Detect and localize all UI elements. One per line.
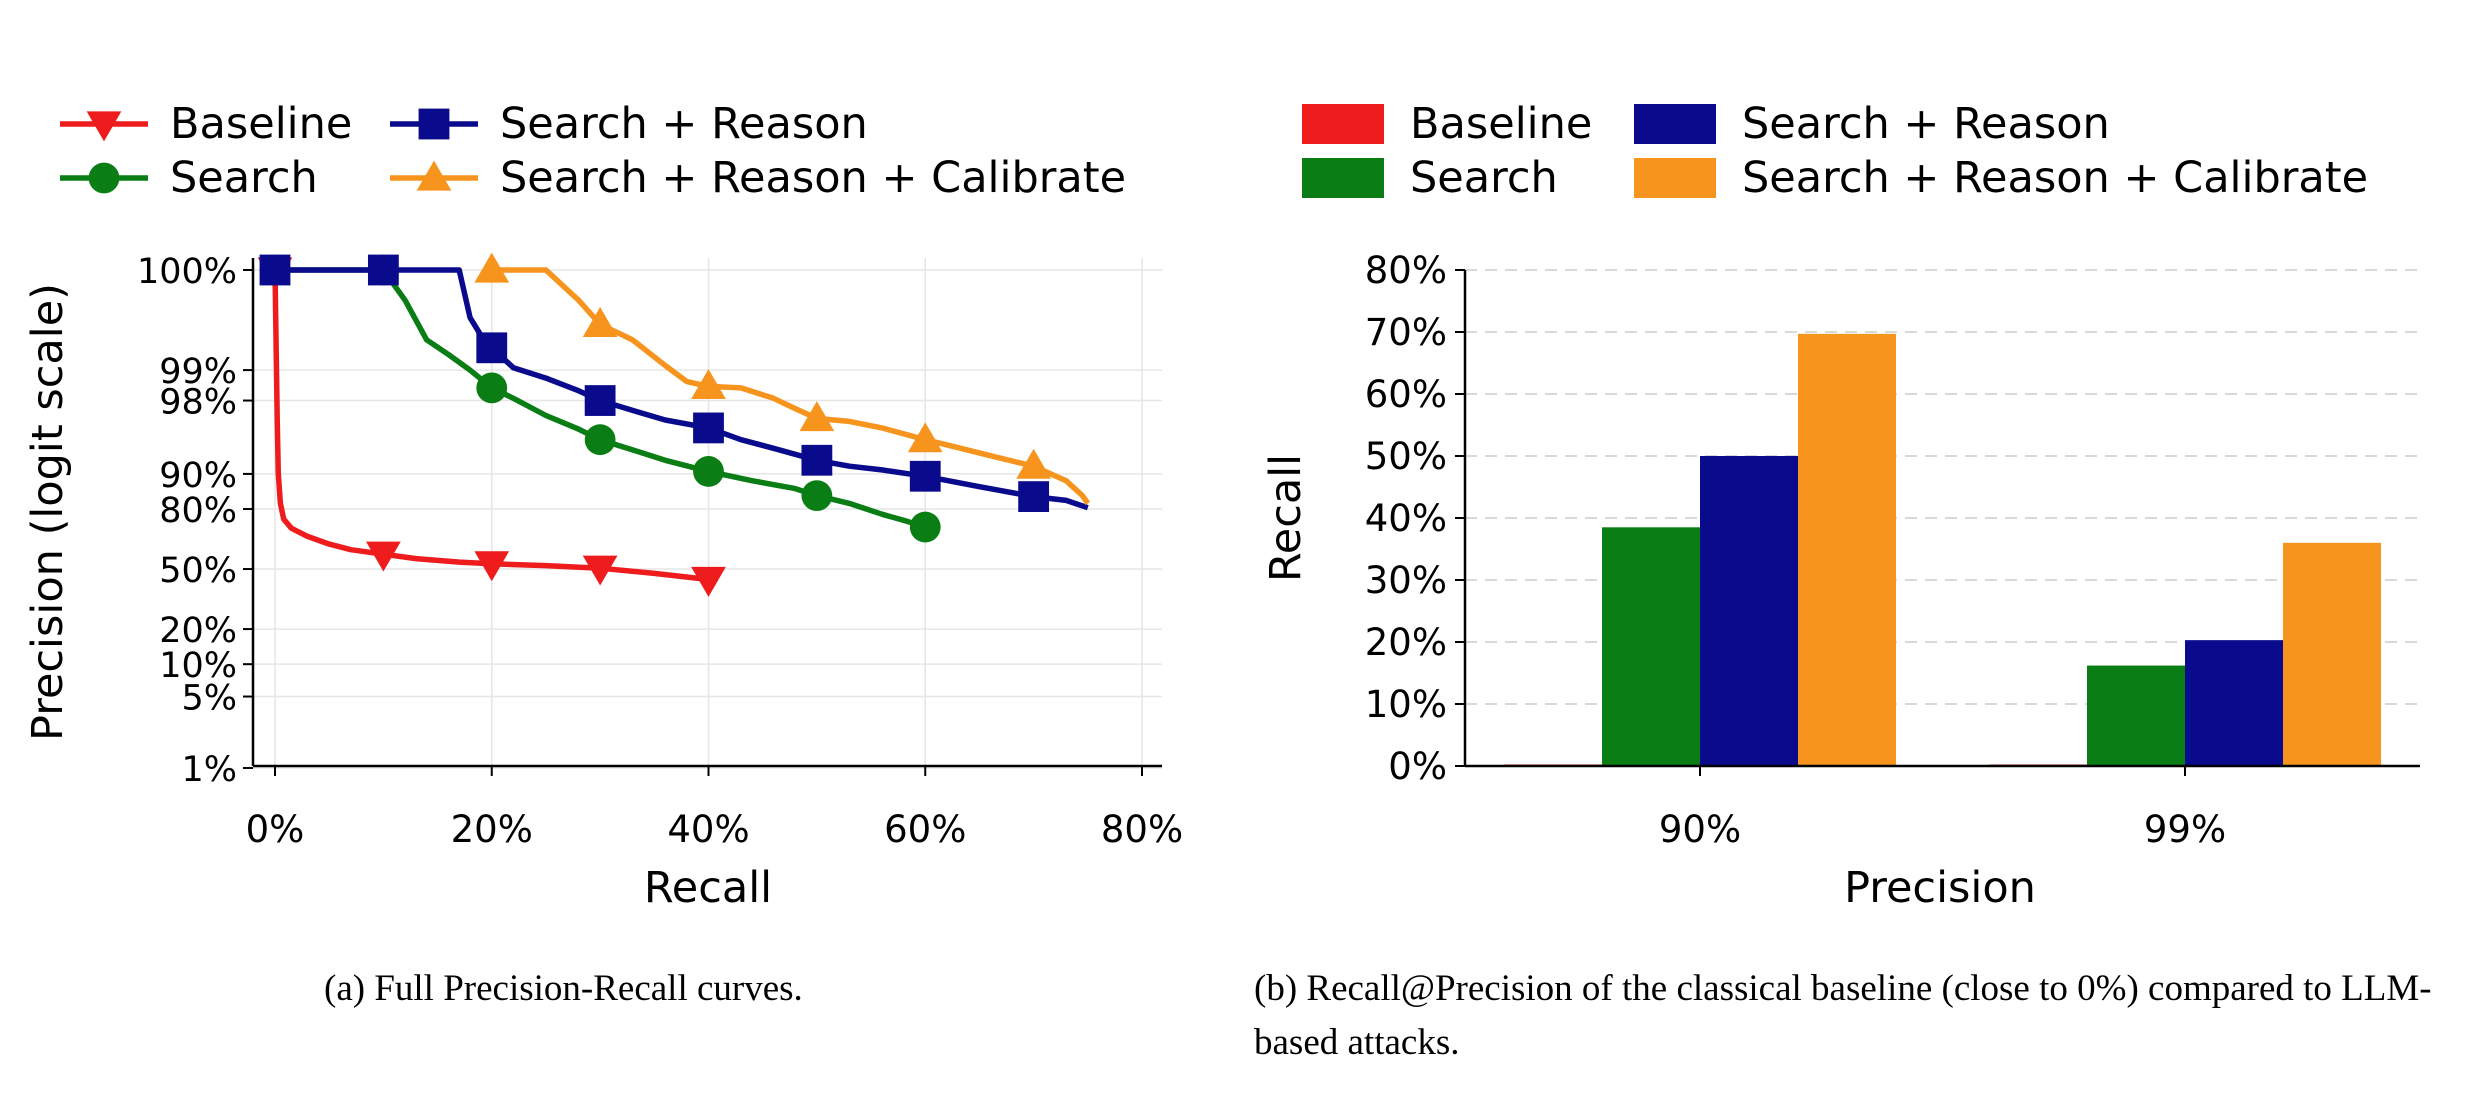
y-tick-label: 30% [1365,559,1447,602]
legend-label-search-reason-calibrate: Search + Reason + Calibrate [1742,153,2368,203]
y-tick-label: 20% [159,611,237,651]
marker-baseline [582,555,618,586]
marker-search-reason-calibrate [907,422,943,453]
x-axis-label: Recall [644,863,772,913]
legend-marker-search [88,162,120,194]
x-axis-label: Precision [1844,863,2036,913]
legend-swatch-search-reason-calibrate [1634,158,1716,198]
y-tick-label: 40% [1365,497,1447,540]
y-tick-label: 5% [181,679,237,719]
series-line-search-reason [275,267,1089,511]
caption-b: (b) Recall@Precision of the classical ba… [1254,968,2432,1063]
bar-search-reason-90 [1700,456,1798,766]
legend-label-baseline: Baseline [1410,99,1592,149]
y-tick-label: 60% [1365,373,1447,416]
y-tick-label: 70% [1365,311,1447,354]
y-tick-label: 10% [159,646,237,686]
marker-baseline [691,566,726,597]
marker-search-reason [801,444,833,476]
y-tick-label: 1% [181,750,237,790]
bar-search-99 [2087,665,2185,766]
legend-swatch-search-reason [1634,104,1716,144]
marker-search-reason [476,332,508,364]
x-tick-label: 99% [2144,808,2226,851]
legend-label-search-reason: Search + Reason [500,99,868,149]
legend-marker-search-reason-calibrate [416,160,452,191]
series-line-baseline [272,269,709,583]
legend-label-search-reason: Search + Reason [1742,99,2110,149]
y-axis-label: Precision (logit scale) [23,283,73,741]
legend-label-search-reason-calibrate: Search + Reason + Calibrate [500,153,1126,203]
caption-a: (a) Full Precision-Recall curves. [324,968,803,1009]
y-tick-label: 90% [159,456,237,496]
x-tick-label: 20% [451,808,533,851]
chart-panel-a: 1%5%10%20%50%80%90%98%99%100%0% 20% 40% 60%… [23,252,1183,913]
marker-baseline [366,541,401,572]
series-line-search [275,267,937,532]
y-tick-label: 20% [1365,621,1447,664]
marker-search-reason-calibrate [799,401,835,432]
legend-label-search: Search [1410,153,1558,203]
y-tick-label: 98% [159,383,237,423]
marker-baseline [474,551,510,582]
legend-marker-search-reason [418,108,450,140]
marker-search-reason [693,412,724,444]
y-tick-label: 80% [1365,249,1447,292]
bar-search-90 [1602,527,1700,766]
marker-search-reason [584,385,616,416]
legend-swatch-search [1302,158,1384,198]
x-tick-label: 60% [884,808,966,851]
legend-swatch-baseline [1302,104,1384,144]
marker-search-reason [1018,481,1050,512]
marker-search-reason-calibrate [474,252,510,283]
chart-panel-b: 0% 10% 20% 30% 40% 50% 60% 70% 80% 90% 99% Precisio… [1261,249,2420,913]
x-tick-label: 40% [667,808,749,851]
bar-search-reason-calibrate-99 [2283,542,2381,766]
marker-search [476,372,508,404]
y-tick-label: 100% [137,252,237,292]
y-tick-label: 99% [159,352,237,392]
marker-search-reason-calibrate [582,306,618,337]
x-tick-label: 80% [1101,808,1183,851]
bar-search-reason-99 [2185,640,2283,766]
marker-search-reason [259,254,291,286]
x-tick-label: 0% [246,808,305,851]
marker-search-reason-calibrate [691,369,726,399]
y-tick-label: 50% [1365,435,1447,478]
series-line-search-reason-calibrate [491,267,1091,505]
legend-label-search: Search [170,153,318,203]
marker-search [584,424,616,456]
y-axis-label: Recall [1261,454,1311,582]
marker-search-reason [909,460,941,492]
legend-label-baseline: Baseline [170,99,352,149]
marker-search-reason [367,254,399,286]
x-tick-label: 90% [1659,808,1741,851]
legend-marker-baseline [86,111,122,142]
y-tick-label: 0% [1388,745,1447,788]
marker-search [909,511,941,543]
y-tick-label: 50% [159,551,237,591]
y-tick-label: 10% [1365,683,1447,726]
bar-search-reason-calibrate-90 [1798,333,1896,766]
y-tick-label: 80% [159,491,237,531]
marker-search-reason-calibrate [1016,448,1051,479]
marker-search [801,480,833,512]
marker-search [693,456,724,487]
